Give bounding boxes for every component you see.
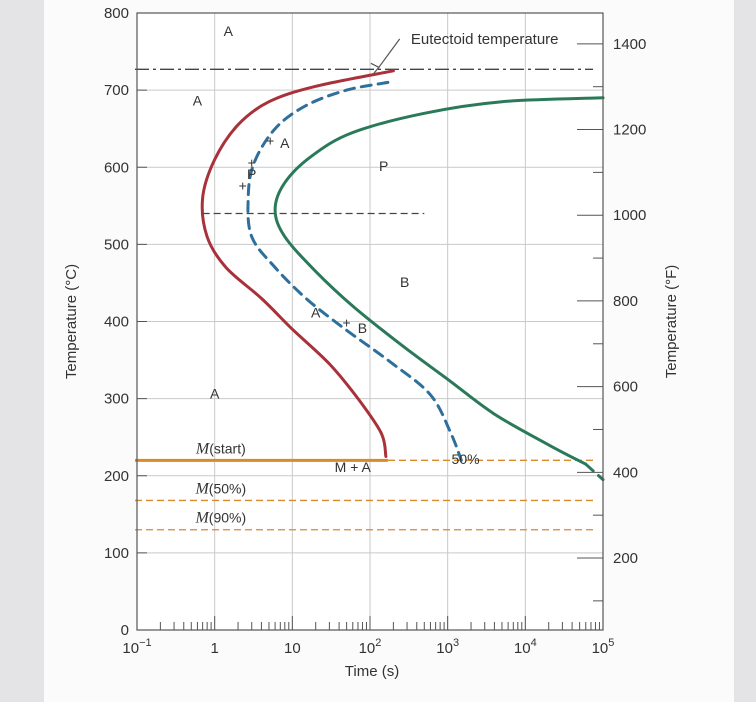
y2-axis-title: Temperature (°F) xyxy=(663,265,680,379)
region-label: M + A xyxy=(335,459,372,475)
y-tick-label: 0 xyxy=(121,622,129,639)
x-tick-label: 104 xyxy=(514,637,537,657)
series-50-completion xyxy=(246,80,463,462)
region-label: A xyxy=(210,386,220,402)
x-axis-title: Time (s) xyxy=(345,663,399,680)
y2-tick-label: 600 xyxy=(613,379,638,396)
series-completion-extension-dashed- xyxy=(584,462,605,482)
y2-tick-label: 200 xyxy=(613,550,638,567)
eutectoid-label: Eutectoid temperature xyxy=(411,31,559,48)
martensite-label-90: M(90%) xyxy=(194,510,246,527)
cross-marker: + xyxy=(266,133,274,149)
region-label: B xyxy=(358,320,367,336)
cross-marker: + xyxy=(239,177,247,193)
y-tick-label: 400 xyxy=(104,314,129,331)
x-tick-label: 102 xyxy=(359,637,382,657)
region-label: A xyxy=(224,23,234,39)
y2-tick-label: 800 xyxy=(613,293,638,310)
region-label: A xyxy=(193,93,203,109)
cross-marker: + xyxy=(343,315,351,331)
y-axis-title: Temperature (°C) xyxy=(63,264,80,379)
y-tick-label: 300 xyxy=(104,391,129,408)
region-label: P xyxy=(247,166,256,182)
y-tick-label: 200 xyxy=(104,468,129,485)
martensite-label-50: M(50%) xyxy=(194,480,246,497)
y2-tick-label: 1000 xyxy=(613,207,646,224)
eutectoid-leader xyxy=(378,38,401,68)
y2-tick-label: 1400 xyxy=(613,36,646,53)
region-label: A xyxy=(280,135,290,151)
x-tick-label: 10−1 xyxy=(122,637,151,657)
martensite-label-start: M(start) xyxy=(195,440,246,457)
y-tick-label: 100 xyxy=(104,545,129,562)
region-label: B xyxy=(400,274,409,290)
y2-tick-label: 1200 xyxy=(613,122,646,139)
region-label: A xyxy=(311,305,321,321)
eutectoid-arrowhead xyxy=(370,62,380,74)
y2-tick-label: 400 xyxy=(613,464,638,481)
region-label: 50% xyxy=(452,451,480,467)
series-start-of-transformation xyxy=(200,69,395,458)
x-tick-label: 10 xyxy=(284,640,301,657)
series-completion-of-transformation xyxy=(273,96,605,466)
y-tick-label: 500 xyxy=(104,236,129,253)
y-tick-label: 700 xyxy=(104,82,129,99)
y-tick-label: 800 xyxy=(104,5,129,22)
cross-marker: + xyxy=(248,154,256,170)
region-label: P xyxy=(379,158,388,174)
x-tick-label: 103 xyxy=(436,637,459,657)
x-tick-label: 105 xyxy=(592,637,615,657)
y-tick-label: 600 xyxy=(104,159,129,176)
x-tick-label: 1 xyxy=(210,640,218,657)
